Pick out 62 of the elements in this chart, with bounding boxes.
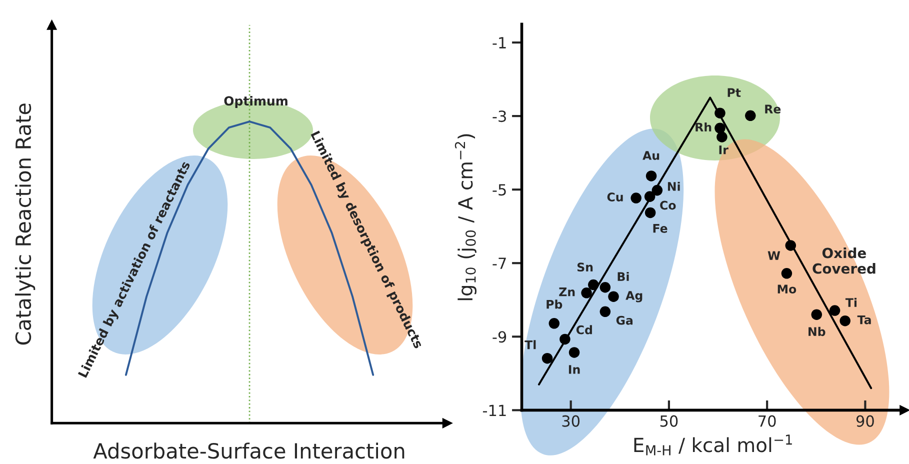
y-tick-label: -3 — [492, 110, 506, 122]
annotation: Rh — [696, 122, 712, 132]
point — [630, 192, 642, 204]
point — [600, 282, 611, 293]
point — [811, 309, 822, 320]
annotation: Oxide Covered — [812, 248, 876, 274]
annotation: Tl — [524, 340, 536, 350]
point — [600, 306, 611, 318]
annotation: Fe — [653, 224, 668, 233]
annotation: In — [568, 365, 580, 374]
point — [560, 334, 570, 345]
annotation: Re — [765, 104, 781, 114]
annotation: Ni — [668, 182, 680, 191]
point — [829, 305, 840, 316]
y-tick-label: -9 — [492, 331, 506, 343]
x-axis-title: Adsorbate-Surface Interaction — [93, 442, 404, 459]
annotation: Ti — [845, 298, 857, 307]
annotation: Pt — [728, 88, 741, 97]
y-tick-label: -5 — [492, 184, 506, 196]
y-tick-label: -1 — [492, 37, 506, 48]
point — [840, 315, 850, 326]
point — [608, 291, 619, 302]
annotation: Pb — [546, 300, 562, 309]
annotation: Cu — [607, 192, 623, 202]
point — [644, 191, 656, 202]
point — [745, 110, 756, 122]
text: Optimum — [224, 96, 288, 108]
x-tick-label: 70 — [758, 415, 776, 427]
annotation: Ta — [857, 315, 871, 324]
point — [652, 184, 663, 196]
annotation: Co — [660, 200, 676, 210]
point — [785, 240, 796, 251]
annotation: Ag — [626, 291, 642, 302]
x-tick-label: 90 — [856, 415, 874, 427]
point — [644, 207, 656, 218]
y-axis-title: Catalytic Reaction Rate — [14, 104, 36, 345]
annotation: Bi — [618, 272, 629, 281]
annotation: Ga — [616, 316, 633, 325]
annotation: Cd — [576, 325, 592, 334]
annotation: W — [768, 251, 780, 260]
x-tick-label: 30 — [562, 415, 580, 427]
point — [548, 318, 560, 329]
annotation: Zn — [559, 288, 575, 296]
annotation: Mo — [778, 284, 796, 294]
y-tick-label: -7 — [492, 258, 506, 269]
x-axis-title: E$_{M‐H}$ / kcal mol$^{−1}$ — [634, 434, 792, 456]
point — [542, 352, 553, 364]
point — [716, 132, 728, 142]
y-tick-label: -11 — [482, 404, 506, 416]
point — [568, 347, 580, 358]
point — [646, 170, 657, 182]
annotation: Ir — [719, 146, 728, 154]
x-tick-label: 50 — [660, 415, 678, 427]
point — [714, 122, 726, 134]
annotation: Sn — [577, 262, 593, 272]
point — [588, 279, 599, 290]
annotation: Nb — [808, 326, 826, 336]
annotation: Au — [642, 151, 660, 160]
point — [581, 288, 592, 298]
point — [781, 268, 792, 279]
point — [714, 108, 726, 118]
y-axis-title: lg$_{10}$ (j$_{00}$ / A cm$^{−2}$) — [454, 134, 476, 300]
